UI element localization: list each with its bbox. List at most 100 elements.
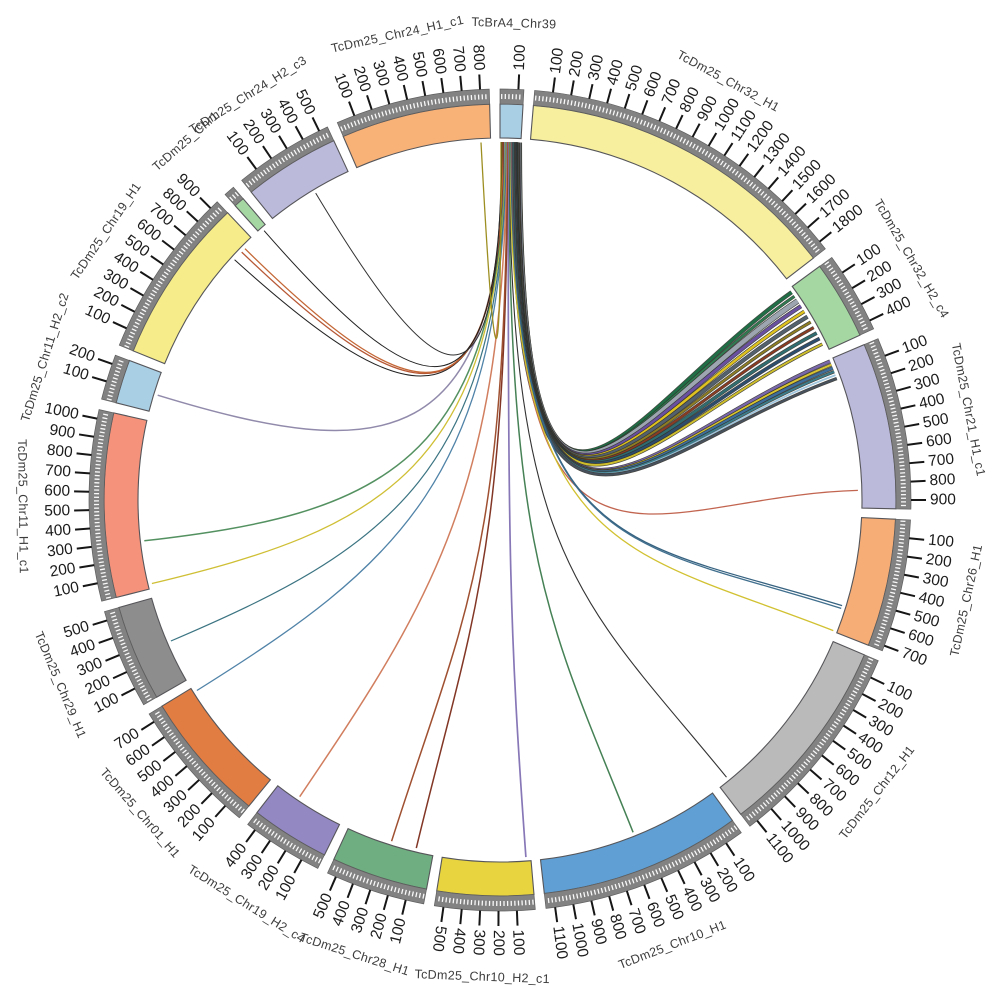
link-curve: [144, 141, 506, 542]
tick-label: 600: [429, 47, 449, 75]
major-tick: [294, 125, 304, 140]
major-tick: [174, 765, 188, 777]
tick-label: 1000: [568, 922, 591, 959]
major-tick: [112, 321, 127, 330]
major-tick: [588, 83, 594, 100]
major-tick: [909, 537, 925, 541]
tick-label: 400: [389, 54, 412, 83]
tick-label: 400: [449, 927, 468, 955]
major-tick: [572, 904, 577, 920]
ideogram-band: [436, 856, 535, 897]
minor-tick-dots: [744, 657, 874, 822]
minor-tick-dots: [501, 94, 523, 100]
tick-label: 300: [369, 59, 392, 89]
minor-tick-dots: [340, 94, 489, 132]
scale-band: [88, 409, 117, 602]
scale-band: [433, 890, 536, 912]
major-tick: [781, 189, 794, 202]
major-tick: [842, 724, 857, 735]
major-tick: [402, 84, 409, 100]
major-tick: [278, 135, 288, 150]
major-tick: [517, 74, 521, 90]
tick-label: 400: [604, 57, 627, 87]
major-tick: [883, 644, 899, 652]
major-tick: [515, 910, 519, 926]
major-tick: [150, 255, 164, 266]
major-tick: [91, 376, 107, 383]
minor-tick-dots: [824, 261, 869, 333]
major-tick: [260, 840, 271, 854]
major-tick: [807, 216, 820, 229]
major-tick: [794, 202, 807, 215]
link-curve: [508, 142, 834, 632]
tick-label: 900: [587, 917, 609, 946]
tick-label: 1100: [549, 925, 570, 961]
ideogram-label: TcDm25_Chr26_H1: [947, 543, 985, 658]
link-curve: [509, 142, 842, 610]
major-tick: [797, 782, 810, 795]
major-tick: [900, 404, 916, 410]
major-tick: [276, 850, 287, 864]
scale-band: [148, 705, 250, 819]
minor-tick-dots: [153, 709, 245, 814]
minor-tick-dots: [251, 817, 322, 864]
major-tick: [246, 156, 258, 170]
major-tick: [869, 313, 884, 322]
major-tick: [906, 555, 923, 560]
minor-tick-dots: [873, 520, 906, 648]
tick-label: 400: [917, 589, 946, 612]
tick-label: 600: [925, 430, 953, 450]
major-tick: [440, 77, 445, 94]
major-tick: [200, 792, 213, 805]
major-tick: [459, 909, 463, 925]
major-tick: [608, 895, 615, 911]
link-curve: [480, 141, 502, 340]
major-tick: [162, 751, 176, 762]
major-tick: [82, 582, 98, 588]
ideogram-label: TcBrA4_Chr39: [471, 15, 556, 32]
major-tick: [784, 795, 796, 808]
major-tick: [861, 693, 877, 702]
tick-label: 900: [48, 421, 77, 442]
major-tick: [753, 164, 765, 178]
tick-label: 100: [511, 44, 529, 71]
major-tick: [478, 910, 482, 926]
major-tick: [625, 890, 633, 906]
major-tick: [870, 676, 885, 685]
major-tick: [401, 899, 407, 915]
major-tick: [82, 414, 98, 420]
tick-label: 1000: [43, 400, 81, 424]
tick-label: 200: [566, 49, 587, 78]
tick-label: 500: [912, 608, 942, 631]
major-tick: [554, 907, 559, 923]
major-tick: [311, 117, 321, 132]
major-tick: [770, 808, 782, 821]
major-tick: [691, 123, 701, 138]
major-tick: [890, 627, 906, 634]
link-curve: [315, 141, 502, 356]
major-tick: [738, 153, 750, 167]
major-tick: [98, 636, 114, 644]
major-tick: [895, 609, 911, 616]
major-tick: [348, 101, 356, 117]
minor-tick-dots: [94, 411, 112, 599]
tick-label: 500: [409, 50, 430, 79]
ideogram-band: [499, 103, 524, 140]
tick-label: 500: [922, 410, 951, 431]
major-tick: [186, 210, 199, 223]
major-tick: [121, 687, 136, 697]
major-tick: [900, 591, 916, 598]
tick-label: 300: [46, 541, 74, 561]
major-tick: [907, 441, 923, 446]
tick-label: 200: [367, 911, 391, 941]
major-tick: [819, 231, 832, 243]
tick-label: 800: [469, 44, 487, 71]
tick-label: 500: [44, 502, 71, 520]
ideogram-label: TcDm25_Chr11_H1_c1: [15, 439, 31, 574]
tick-label: 800: [606, 912, 629, 942]
major-tick: [707, 132, 718, 147]
major-tick: [459, 75, 463, 91]
major-tick: [677, 869, 686, 885]
tick-label: 200: [49, 560, 78, 581]
tick-label: 100: [927, 532, 955, 551]
